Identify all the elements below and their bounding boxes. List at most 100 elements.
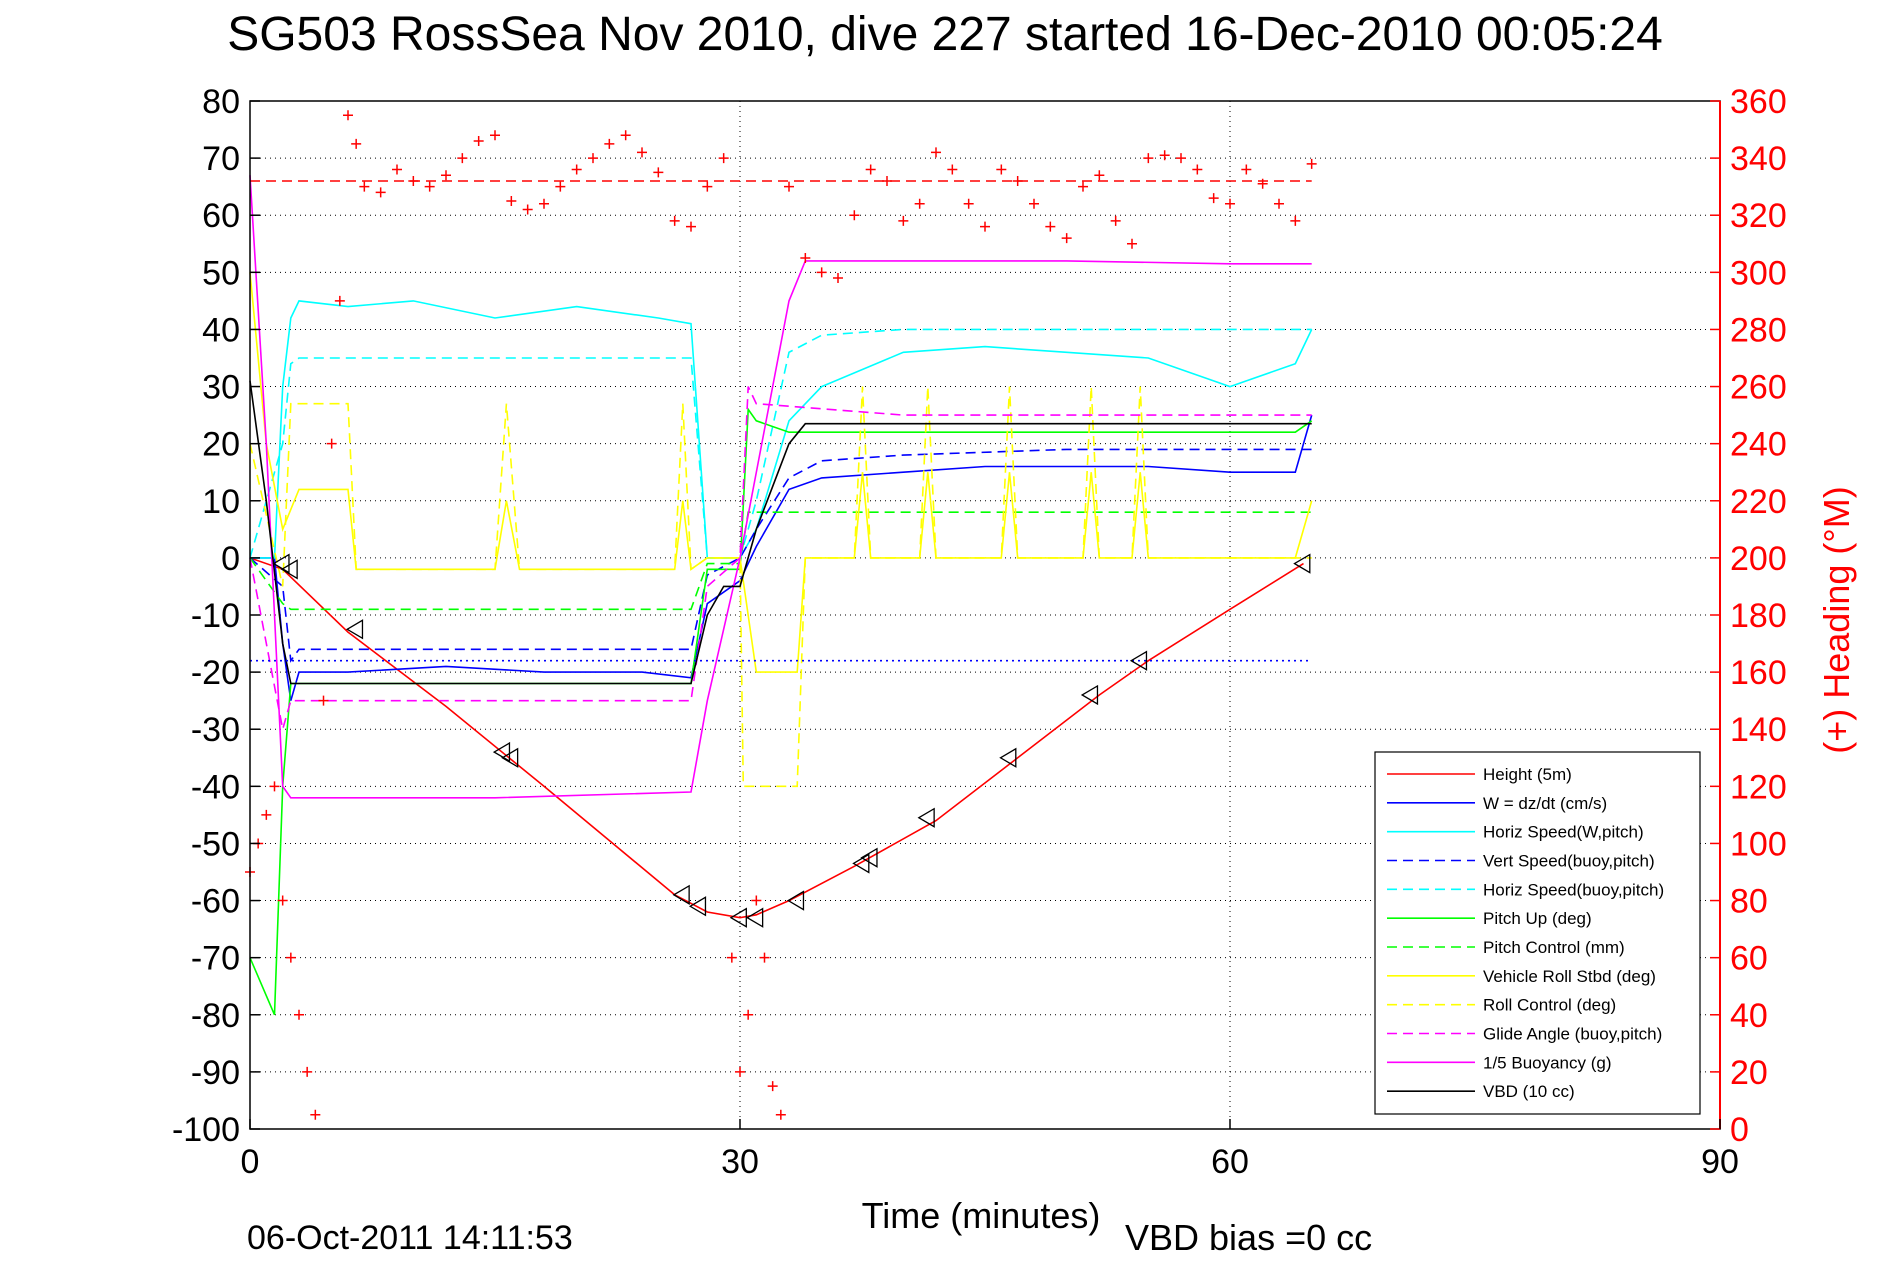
legend-label: VBD (10 cc)	[1483, 1082, 1575, 1101]
heading-point	[473, 135, 484, 146]
heading-point	[931, 147, 941, 158]
heading-point	[849, 210, 860, 221]
heading-point	[326, 438, 337, 449]
heading-point	[424, 181, 435, 192]
heading-point	[775, 1109, 786, 1120]
series-line-1	[250, 414, 1313, 701]
triangle-marker	[1293, 553, 1311, 574]
heading-point	[865, 164, 876, 175]
heading-point	[1306, 158, 1317, 169]
left-tick-label: 80	[202, 83, 240, 121]
triangle-marker	[280, 559, 298, 580]
right-tick-label: 20	[1730, 1054, 1768, 1092]
legend-label: Pitch Control (mm)	[1483, 938, 1625, 957]
right-tick-label: 120	[1730, 768, 1787, 806]
left-tick-label: 20	[202, 426, 240, 464]
heading-point	[1176, 153, 1186, 164]
heading-point	[1225, 198, 1235, 209]
heading-point	[1274, 198, 1284, 209]
left-tick-label: 30	[202, 369, 240, 407]
left-tick-label: 40	[202, 311, 240, 349]
right-tick-label: 300	[1730, 254, 1787, 292]
triangle-marker	[492, 741, 511, 763]
legend-label: Horiz Speed(buoy,pitch)	[1483, 880, 1664, 899]
heading-point	[359, 181, 370, 192]
markers-layer	[272, 553, 1311, 928]
series-heading-markers	[245, 110, 1317, 1120]
triangle-marker	[1129, 650, 1148, 671]
x-tick-label: 90	[1701, 1143, 1739, 1181]
heading-point	[588, 153, 598, 164]
triangle-marker	[672, 884, 690, 905]
heading-point	[718, 153, 729, 164]
heading-point	[637, 147, 647, 158]
right-tick-label: 100	[1730, 825, 1787, 863]
heading-point	[343, 110, 353, 121]
heading-point	[604, 138, 615, 149]
heading-point	[702, 181, 713, 192]
heading-point	[751, 895, 762, 906]
x-tick-label: 30	[721, 1143, 759, 1181]
x-tick-label: 60	[1211, 1143, 1249, 1181]
left-tick-label: 70	[202, 140, 240, 178]
heading-point	[310, 1109, 321, 1120]
right-tick-label: 340	[1730, 140, 1787, 178]
x-axis: 0 30 60 90	[241, 1119, 1739, 1181]
heading-point	[555, 181, 566, 192]
heading-point	[898, 215, 909, 226]
heading-point	[392, 164, 402, 175]
left-axis: 80 70 60 50 40 30 20 10 0 -10 -20 -30 -40 -50 -60 -70 -8…	[172, 83, 260, 1149]
heading-point	[1192, 164, 1203, 175]
legend-label: Pitch Up (deg)	[1483, 909, 1592, 928]
series-line-10	[249, 175, 1312, 799]
vbd-bias-text: VBD bias =0 cc	[1125, 1217, 1372, 1258]
right-tick-label: 260	[1730, 369, 1787, 407]
heading-point	[1078, 181, 1088, 192]
triangle-marker	[1080, 684, 1099, 706]
left-tick-label: -20	[191, 654, 240, 692]
left-tick-label: -60	[191, 883, 240, 921]
heading-point	[1045, 221, 1056, 232]
heading-point	[539, 198, 549, 209]
heading-point	[767, 1081, 778, 1092]
right-tick-label: 220	[1730, 483, 1787, 521]
right-tick-label: 280	[1730, 311, 1787, 349]
left-tick-label: -50	[191, 825, 240, 863]
left-tick-label: -80	[191, 997, 240, 1035]
legend-label: 1/5 Buoyancy (g)	[1483, 1053, 1612, 1072]
right-tick-label: 180	[1730, 597, 1787, 635]
heading-point	[285, 952, 296, 963]
heading-point	[996, 164, 1007, 175]
heading-point	[506, 195, 517, 206]
series-line-6	[249, 511, 1312, 611]
series-line-0	[249, 557, 1304, 919]
triangle-marker	[746, 907, 764, 928]
triangle-marker	[860, 847, 878, 868]
heading-point	[457, 153, 468, 164]
legend-box	[1374, 751, 1701, 1115]
heading-point	[963, 198, 974, 209]
heading-point	[816, 267, 827, 278]
legend-label: W = dz/dt (cm/s)	[1483, 794, 1607, 813]
series-layer	[245, 110, 1317, 1120]
left-tick-label: 10	[202, 483, 240, 521]
left-tick-label: 50	[202, 254, 240, 292]
right-tick-label: 240	[1730, 426, 1787, 464]
triangle-marker	[272, 553, 290, 574]
right-tick-label: 40	[1730, 997, 1768, 1035]
heading-point	[980, 221, 990, 232]
right-tick-label: 0	[1730, 1111, 1749, 1149]
x-axis-label: Time (minutes)	[862, 1195, 1101, 1236]
legend-label: Vert Speed(buoy,pitch)	[1483, 852, 1655, 871]
left-tick-label: -30	[191, 711, 240, 749]
legend-label: Vehicle Roll Stbd (deg)	[1483, 967, 1656, 986]
x-tick-label: 0	[241, 1143, 260, 1181]
left-tick-label: -100	[172, 1111, 240, 1149]
heading-point	[302, 1066, 313, 1077]
heading-point	[269, 781, 280, 792]
left-tick-label: 60	[202, 197, 240, 235]
left-tick-label: 0	[221, 540, 240, 578]
heading-point	[1208, 193, 1219, 204]
